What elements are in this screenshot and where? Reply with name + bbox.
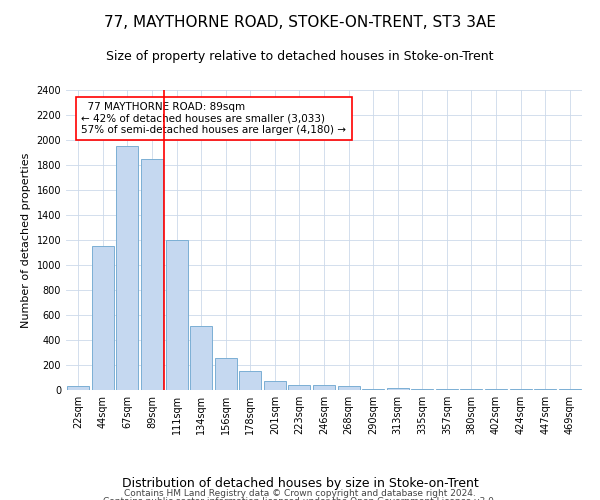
Text: Contains HM Land Registry data © Crown copyright and database right 2024.: Contains HM Land Registry data © Crown c… xyxy=(124,489,476,498)
Text: Distribution of detached houses by size in Stoke-on-Trent: Distribution of detached houses by size … xyxy=(122,478,478,490)
Bar xyxy=(116,146,139,390)
Y-axis label: Number of detached properties: Number of detached properties xyxy=(21,152,31,328)
Bar xyxy=(67,386,89,390)
Bar xyxy=(190,326,212,390)
Text: Contains public sector information licensed under the Open Government Licence v3: Contains public sector information licen… xyxy=(103,496,497,500)
Text: 77, MAYTHORNE ROAD, STOKE-ON-TRENT, ST3 3AE: 77, MAYTHORNE ROAD, STOKE-ON-TRENT, ST3 … xyxy=(104,15,496,30)
Bar xyxy=(386,388,409,390)
Bar xyxy=(239,371,262,390)
Bar xyxy=(166,240,188,390)
Text: Size of property relative to detached houses in Stoke-on-Trent: Size of property relative to detached ho… xyxy=(106,50,494,63)
Bar xyxy=(92,246,114,390)
Bar xyxy=(338,386,359,390)
Bar xyxy=(264,380,286,390)
Bar xyxy=(215,358,237,390)
Bar xyxy=(141,159,163,390)
Text: 77 MAYTHORNE ROAD: 89sqm
← 42% of detached houses are smaller (3,033)
57% of sem: 77 MAYTHORNE ROAD: 89sqm ← 42% of detach… xyxy=(82,102,346,135)
Bar xyxy=(313,385,335,390)
Bar xyxy=(289,385,310,390)
Bar xyxy=(362,389,384,390)
